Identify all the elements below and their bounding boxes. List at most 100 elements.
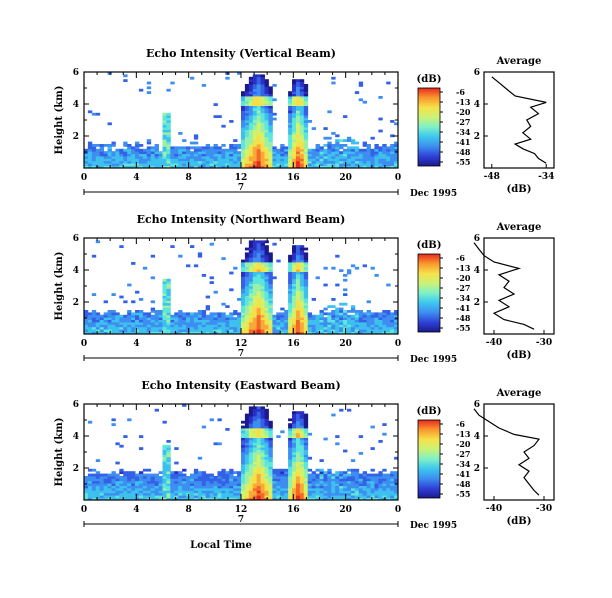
heatmap-cell (386, 151, 391, 154)
heatmap-cell (248, 257, 254, 260)
heatmap-cell (221, 490, 226, 494)
heatmap-cell (166, 490, 171, 494)
heatmap-cell (303, 136, 309, 140)
heatmap-cell (288, 497, 293, 501)
heatmap-cell (115, 324, 120, 328)
heatmap-cell (107, 478, 112, 482)
heatmap-cell (131, 322, 136, 325)
heatmap-cell (256, 283, 262, 287)
heatmap-cell (374, 158, 379, 162)
heatmap-cell (248, 452, 254, 455)
heatmap-cell (217, 160, 222, 164)
heatmap-cell (248, 124, 254, 128)
heatmap-cell (221, 324, 226, 328)
heatmap-cell (280, 163, 285, 166)
heatmap-cell (244, 307, 250, 311)
heatmap-cell (252, 449, 258, 453)
heatmap-cell (256, 317, 262, 320)
heatmap-cell (350, 495, 356, 498)
heatmap-cell (264, 466, 269, 470)
heatmap-cell (256, 266, 262, 270)
heatmap-cell (233, 471, 238, 474)
heatmap-cell (244, 276, 250, 280)
heatmap-cell (292, 430, 297, 434)
heatmap-cell (241, 497, 246, 501)
heatmap-cell (146, 141, 152, 145)
heatmap-cell (158, 485, 163, 489)
heatmap-cell (268, 134, 273, 138)
heatmap-cell (87, 158, 93, 162)
colorbar (417, 253, 441, 333)
heatmap-cell (131, 317, 136, 320)
heatmap-cell (162, 295, 167, 299)
heatmap-cell (256, 478, 262, 482)
heatmap-cell (166, 468, 171, 472)
heatmap-cell (256, 437, 262, 441)
heatmap-cell (166, 295, 171, 299)
heatmap-cell (268, 266, 273, 270)
heatmap-cell (350, 488, 356, 491)
heatmap-cell (244, 132, 250, 135)
heatmap-cell (272, 483, 277, 486)
heatmap-cell (268, 136, 273, 140)
heatmap-cell (150, 254, 156, 258)
heatmap-cell (84, 317, 89, 320)
heatmap-cell (166, 281, 171, 284)
heatmap-cell (295, 468, 301, 472)
heatmap-cell (119, 319, 124, 323)
heatmap-cell (323, 266, 328, 270)
heatmap-cell (378, 478, 383, 482)
heatmap-cell (288, 259, 293, 263)
heatmap-cell (335, 141, 340, 145)
heatmap-cell (280, 430, 285, 434)
heatmap-cell (197, 473, 203, 477)
heatmap-cell (158, 497, 163, 501)
heatmap-cell (209, 418, 214, 422)
heatmap-cell (244, 141, 250, 145)
heatmap-cell (260, 476, 265, 479)
heatmap-cell (299, 105, 305, 109)
heatmap-cell (264, 120, 269, 123)
heatmap-cell (138, 310, 144, 313)
heatmap-cell (150, 473, 156, 477)
heatmap-cell (264, 473, 269, 477)
heatmap-cell (268, 329, 273, 332)
heatmap-cell (292, 156, 297, 159)
heatmap-cell (248, 298, 254, 301)
heatmap-cell (142, 492, 148, 496)
heatmap-cell (339, 314, 344, 318)
heatmap-cell (127, 480, 132, 484)
heatmap-cell (350, 497, 356, 501)
heatmap-cell (217, 156, 222, 159)
heatmap-cell (244, 108, 250, 111)
heatmap-cell (284, 488, 289, 491)
heatmap-cell (315, 165, 320, 169)
heatmap-cell (288, 144, 293, 147)
heatmap-cell (299, 110, 305, 114)
heatmap-cell (268, 310, 273, 313)
heatmap-cell (295, 461, 301, 465)
heatmap-cell (303, 442, 309, 446)
heatmap-cell (244, 139, 250, 142)
heatmap-cell (280, 153, 285, 157)
heatmap-cell (107, 488, 112, 491)
heatmap-cell (331, 165, 336, 169)
heatmap-cell (335, 317, 340, 320)
heatmap-cell (138, 312, 144, 316)
heatmap-cell (221, 319, 226, 323)
heatmap-cell (256, 148, 262, 152)
heatmap-cell (295, 492, 301, 496)
heatmap-cell (115, 442, 120, 446)
heatmap-cell (150, 276, 156, 280)
heatmap-cell (115, 322, 120, 325)
heatmap-cell (260, 86, 265, 90)
heatmap-cell (268, 156, 273, 159)
heatmap-cell (295, 247, 301, 251)
heatmap-cell (182, 165, 187, 169)
heatmap-cell (84, 312, 89, 316)
heatmap-cell (123, 473, 128, 477)
heatmap-cell (233, 326, 238, 330)
heatmap-cell (358, 329, 364, 332)
heatmap-cell (241, 468, 246, 472)
heatmap-cell (256, 252, 262, 256)
